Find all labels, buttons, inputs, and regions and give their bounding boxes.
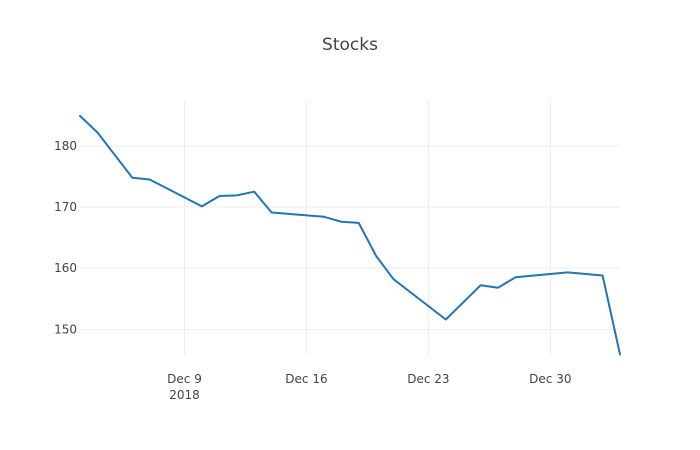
x-tick-label: Dec 16 (285, 372, 327, 386)
y-tick-label: 160 (54, 261, 77, 275)
x-tick-label: Dec 9 (167, 372, 202, 386)
grid-layer (80, 100, 620, 355)
series-line (79, 114, 621, 356)
axis-layer: 150 160 170 180 Dec 9 2018 Dec 16 Dec 23 Dec 30 (54, 139, 571, 402)
series-layer (79, 114, 621, 356)
x-tick-sublabel: 2018 (169, 388, 200, 402)
y-tick-label: 180 (54, 139, 77, 153)
y-tick-label: 170 (54, 200, 77, 214)
chart-title: Stocks (322, 35, 378, 55)
y-tick-label: 150 (54, 322, 77, 336)
x-tick-label: Dec 30 (529, 372, 571, 386)
x-tick-label: Dec 23 (407, 372, 449, 386)
